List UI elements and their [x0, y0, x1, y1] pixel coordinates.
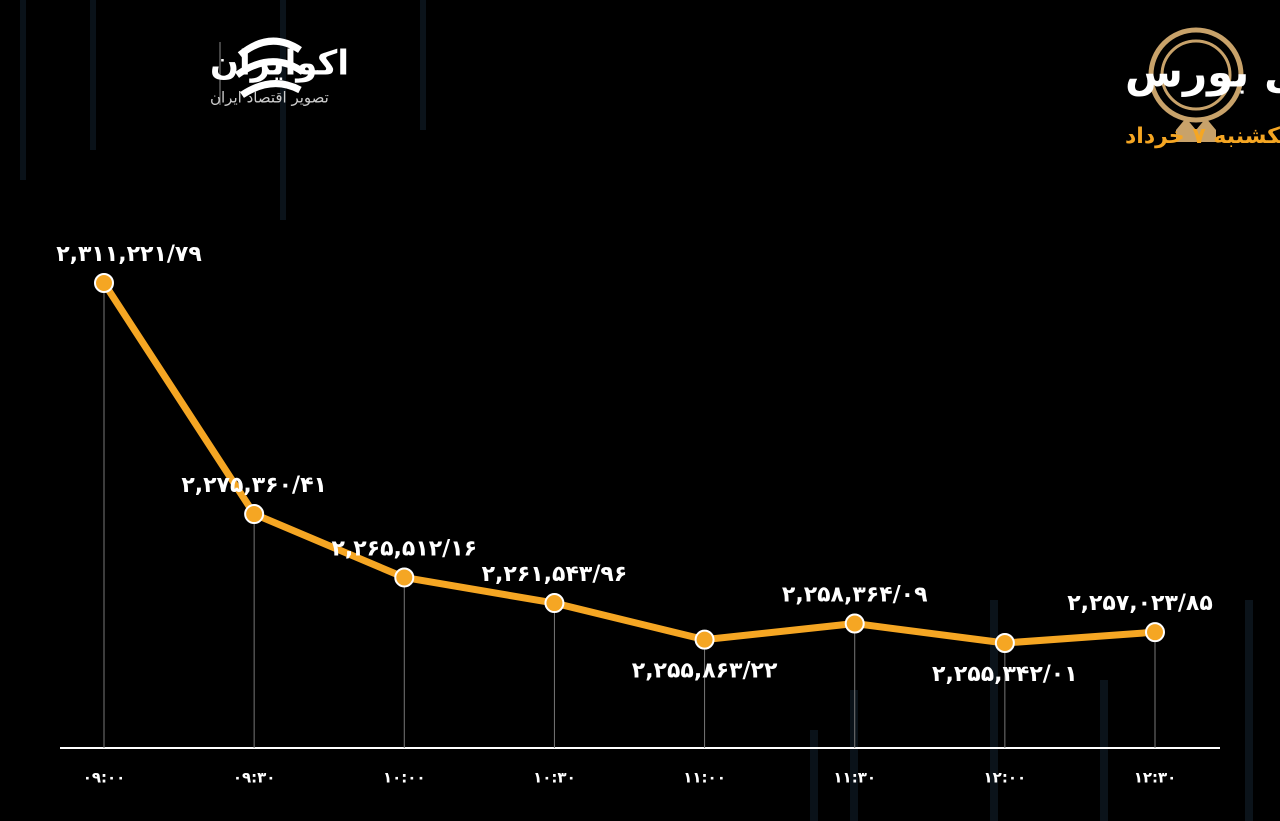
x-tick-label: ۱۲:۰۰	[984, 769, 1027, 787]
logo-emblem	[1148, 27, 1244, 142]
point	[994, 633, 1015, 653]
line	[101, 281, 1156, 647]
x-tick-label: ۱۲:۳۰	[1134, 769, 1177, 787]
x-tick-label: ۱۰:۰۰	[383, 769, 426, 787]
x-tick-label: ۱۰:۳۰	[533, 769, 576, 787]
brand-name: اکوایران	[210, 44, 349, 84]
point	[94, 273, 114, 293]
point	[1145, 622, 1165, 643]
value-label: ۲,۲۶۵,۵۱۲/۱۶	[331, 536, 477, 561]
brand-tagline: تصویر اقتصاد ایران	[210, 89, 329, 107]
value-label: ۲,۲۵۵,۸۶۳/۲۲	[632, 659, 778, 684]
point	[844, 613, 865, 634]
point	[544, 593, 565, 614]
chart-subtitle: یکشنبه ۷ خرداد	[1125, 124, 1280, 149]
value-label: ۲,۲۷۵,۳۶۰/۴۱	[181, 473, 327, 498]
chart-title: روند شاخص کل بورس	[1125, 48, 1280, 98]
value-label: ۲,۲۵۵,۳۴۲/۰۱	[932, 662, 1078, 687]
value-label: ۲,۳۱۱,۲۲۱/۷۹	[56, 242, 202, 267]
brand-icon	[234, 37, 306, 98]
x-tick-label: ۰۹:۳۰	[233, 769, 276, 787]
point	[244, 504, 265, 525]
value-label: ۲,۲۵۷,۰۲۳/۸۵	[1067, 591, 1213, 616]
x-tick-label: ۱۱:۳۰	[833, 769, 876, 787]
value-label: ۲,۲۶۱,۵۴۳/۹۶	[482, 562, 628, 587]
decor-candles	[20, 0, 1253, 821]
point	[394, 567, 415, 588]
x-tick-label: ۰۹:۰۰	[83, 769, 126, 787]
point	[694, 629, 715, 650]
value-label: ۲,۲۵۸,۳۶۴/۰۹	[782, 583, 928, 608]
x-tick-label: ۱۱:۰۰	[683, 769, 726, 787]
